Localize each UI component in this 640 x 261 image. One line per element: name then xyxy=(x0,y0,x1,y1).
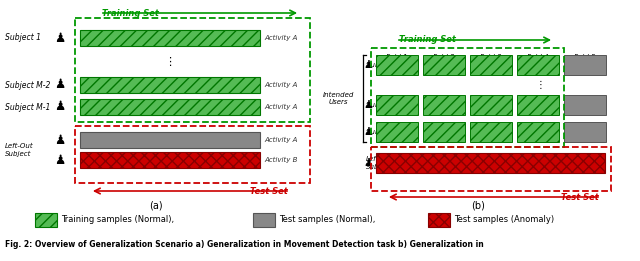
Text: Subject 1: Subject 1 xyxy=(5,33,41,43)
Bar xyxy=(75,126,310,183)
Bar xyxy=(564,55,606,75)
Text: ♟: ♟ xyxy=(363,100,373,110)
Bar xyxy=(470,122,512,142)
Bar xyxy=(80,77,260,93)
Bar xyxy=(80,152,260,168)
Text: ♟: ♟ xyxy=(363,60,373,70)
Text: Left-Out
Subject: Left-Out Subject xyxy=(5,143,34,157)
Bar xyxy=(376,95,418,115)
Text: ⋮: ⋮ xyxy=(535,80,545,90)
Bar xyxy=(564,95,606,115)
Text: Subject M-2: Subject M-2 xyxy=(5,80,51,90)
Text: ♟: ♟ xyxy=(363,158,373,168)
Bar xyxy=(371,147,611,191)
Text: Activity A: Activity A xyxy=(264,137,298,143)
Bar xyxy=(428,213,450,227)
Text: Training samples (Normal),: Training samples (Normal), xyxy=(61,216,174,224)
Bar xyxy=(376,122,418,142)
Bar xyxy=(423,122,465,142)
Text: Activity A: Activity A xyxy=(264,82,298,88)
Text: Subject M-2: Subject M-2 xyxy=(366,102,408,108)
Text: Fold 2: Fold 2 xyxy=(433,54,455,60)
Bar xyxy=(517,122,559,142)
Text: Test Set: Test Set xyxy=(561,193,599,201)
Text: Activity A: Activity A xyxy=(264,35,298,41)
Text: Subject 1: Subject 1 xyxy=(366,62,399,68)
Text: Activity A: Activity A xyxy=(264,104,298,110)
Text: Training Set: Training Set xyxy=(102,9,159,17)
Bar xyxy=(470,95,512,115)
Text: (b): (b) xyxy=(471,200,485,210)
Text: Test samples (Anomaly): Test samples (Anomaly) xyxy=(454,216,554,224)
Bar xyxy=(80,132,260,148)
Text: (a): (a) xyxy=(149,200,163,210)
Bar xyxy=(253,213,275,227)
Text: Test Set: Test Set xyxy=(250,187,288,195)
Text: Subject M-1: Subject M-1 xyxy=(366,129,408,135)
Bar xyxy=(80,99,260,115)
Text: ♟: ♟ xyxy=(54,133,66,146)
Bar xyxy=(371,48,564,147)
Text: ♟: ♟ xyxy=(54,100,66,114)
Text: Training Set: Training Set xyxy=(399,35,456,44)
Text: Test samples (Normal),: Test samples (Normal), xyxy=(279,216,376,224)
Text: Fold 3: Fold 3 xyxy=(480,54,502,60)
Text: ♟: ♟ xyxy=(54,153,66,167)
Bar xyxy=(35,213,57,227)
Text: Intended
Users: Intended Users xyxy=(323,92,355,105)
Text: ♟: ♟ xyxy=(54,32,66,44)
Text: Fold 1: Fold 1 xyxy=(387,54,408,60)
Text: ♟: ♟ xyxy=(363,127,373,137)
Bar xyxy=(75,18,310,122)
Bar xyxy=(517,55,559,75)
Bar xyxy=(376,55,418,75)
Bar xyxy=(376,153,605,173)
Text: Activity B: Activity B xyxy=(264,157,298,163)
Text: Left-Out
Subject: Left-Out Subject xyxy=(366,156,395,170)
Text: Fold 4: Fold 4 xyxy=(527,54,548,60)
Bar xyxy=(517,95,559,115)
Bar xyxy=(423,55,465,75)
Bar xyxy=(423,95,465,115)
Text: ♟: ♟ xyxy=(54,79,66,92)
Text: Subject M-1: Subject M-1 xyxy=(5,103,51,111)
Text: Fold 5: Fold 5 xyxy=(574,54,596,60)
Bar xyxy=(564,122,606,142)
Bar xyxy=(470,55,512,75)
Text: ⋮: ⋮ xyxy=(164,57,175,67)
Text: Fig. 2: Overview of Generalization Scenario a) Generalization in Movement Detect: Fig. 2: Overview of Generalization Scena… xyxy=(5,240,484,249)
Bar xyxy=(80,30,260,46)
